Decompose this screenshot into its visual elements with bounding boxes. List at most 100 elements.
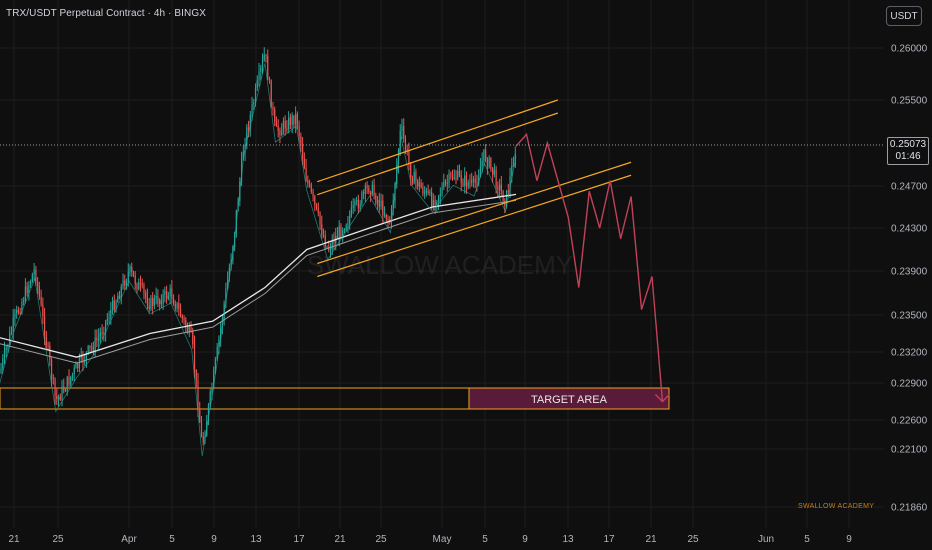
candle: [188, 322, 190, 338]
moving-averages: [0, 63, 517, 457]
candle: [169, 284, 171, 305]
candle: [52, 374, 54, 385]
channel-upper-line-inner[interactable]: [317, 112, 559, 196]
time-tick-label: May: [433, 534, 452, 545]
candle: [509, 167, 511, 198]
candle: [195, 369, 197, 389]
time-tick-label: Jun: [758, 534, 774, 545]
candle: [106, 312, 108, 326]
candle: [134, 271, 136, 290]
candle: [322, 228, 325, 238]
time-tick-label: 17: [293, 534, 305, 545]
candle: [490, 156, 492, 172]
candle: [464, 167, 466, 194]
time-tick-label: 25: [375, 534, 387, 545]
candle: [383, 206, 386, 218]
time-tick-label: 21: [334, 534, 346, 545]
time-tick-label: 13: [250, 534, 262, 545]
candle: [103, 326, 105, 342]
ascending-channel[interactable]: [317, 99, 632, 278]
target-area-zone: TARGET AREA: [0, 387, 670, 410]
candle: [89, 345, 91, 353]
candle: [253, 98, 255, 111]
channel-upper-line[interactable]: [317, 99, 559, 183]
candle: [160, 294, 162, 309]
channel-lower-line-inner[interactable]: [317, 161, 632, 265]
time-tick-label: 5: [804, 534, 810, 545]
candle: [457, 165, 459, 181]
candle: [56, 388, 58, 405]
candle: [331, 234, 333, 255]
candle: [375, 192, 377, 206]
candle: [495, 165, 497, 194]
candle: [279, 127, 281, 144]
candle: [132, 270, 135, 278]
candle: [176, 301, 178, 313]
projection-path-line[interactable]: [515, 132, 664, 402]
candle: [371, 180, 373, 197]
channel-lower-line[interactable]: [317, 174, 632, 278]
candle: [403, 118, 405, 143]
candle: [345, 223, 347, 232]
candle: [216, 342, 218, 361]
candle: [315, 203, 318, 211]
candle: [199, 401, 201, 424]
candle: [171, 279, 173, 304]
time-tick-label: 5: [169, 534, 175, 545]
candle: [293, 114, 295, 128]
candle: [91, 342, 93, 353]
candle: [45, 330, 47, 351]
candle: [361, 190, 363, 207]
candle: [478, 169, 480, 187]
candle: [157, 289, 159, 308]
candle: [263, 47, 265, 62]
candle: [424, 186, 426, 199]
candle: [111, 296, 114, 315]
candle: [240, 151, 243, 187]
candle: [258, 63, 260, 87]
candle: [10, 326, 13, 336]
time-tick-label: 9: [522, 534, 528, 545]
candle: [422, 182, 424, 197]
candle: [265, 53, 267, 63]
candle: [493, 163, 495, 178]
candle: [401, 118, 403, 140]
time-tick-label: 17: [603, 534, 615, 545]
time-tick-label: 25: [687, 534, 699, 545]
candle: [118, 290, 121, 300]
candle: [317, 202, 319, 217]
candle: [446, 174, 448, 192]
candle: [512, 156, 515, 168]
candle: [408, 142, 410, 171]
candle: [488, 155, 490, 169]
current-price-value: 0.25073: [889, 139, 927, 150]
candle: [364, 182, 366, 203]
candle: [152, 291, 154, 315]
projected-price-path[interactable]: [515, 132, 670, 403]
price-axis[interactable]: 0.26000 0.25500 0.24700 0.24300 0.23900 0.235…: [891, 44, 928, 514]
candle: [84, 353, 86, 366]
candle: [324, 230, 326, 251]
candle: [260, 64, 262, 81]
candle: [2, 354, 4, 374]
candle: [50, 356, 53, 387]
candle: [357, 194, 359, 214]
time-tick-label: 9: [211, 534, 217, 545]
candle: [59, 393, 61, 401]
candle: [33, 263, 35, 281]
candle: [460, 170, 462, 192]
chart-grid: [0, 0, 884, 528]
currency-button[interactable]: USDT: [886, 6, 922, 26]
candle: [336, 227, 339, 239]
candle: [146, 288, 149, 310]
candle: [420, 179, 422, 189]
candle: [469, 174, 471, 189]
price-tick-label: 0.22600: [891, 416, 928, 427]
candle: [105, 319, 107, 342]
candle: [108, 310, 110, 325]
time-tick-label: 25: [52, 534, 64, 545]
time-axis[interactable]: 21 25 Apr 5 9 13 17 21 25 May 5 9 13 17 21 25 Jun 5 9: [8, 534, 852, 545]
candle: [136, 282, 138, 294]
